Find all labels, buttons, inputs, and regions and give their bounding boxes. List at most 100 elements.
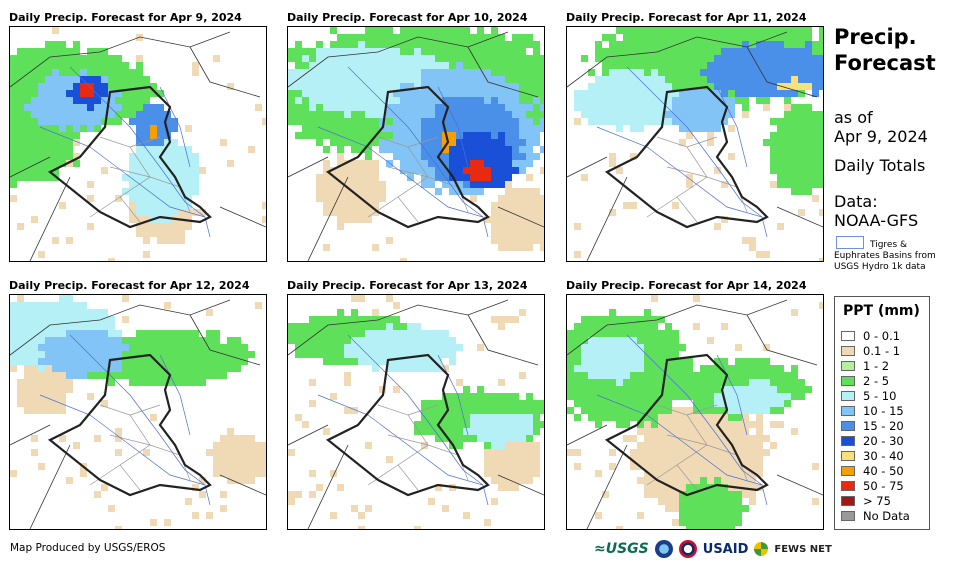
precip-cell <box>31 337 38 344</box>
precip-cell <box>574 351 581 358</box>
precip-cell <box>672 351 679 358</box>
precip-cell <box>136 351 143 358</box>
precip-cell <box>519 442 526 449</box>
precip-cell <box>421 421 428 428</box>
precip-cell <box>206 449 213 456</box>
precip-cell <box>421 118 428 125</box>
precip-cell <box>700 90 707 97</box>
precip-cell <box>595 470 602 477</box>
precip-cell <box>115 195 122 202</box>
precip-cell <box>435 48 442 55</box>
precip-cell <box>24 323 31 330</box>
precip-cell <box>442 351 449 358</box>
precip-cell <box>38 167 45 174</box>
precip-cell <box>372 62 379 69</box>
precip-cell <box>442 104 449 111</box>
precip-cell <box>777 69 784 76</box>
precip-cell <box>337 309 344 316</box>
precip-cell <box>735 34 742 41</box>
precip-cell <box>798 188 805 195</box>
precip-cell <box>505 69 512 76</box>
precip-cell <box>693 379 700 386</box>
precip-cell <box>456 76 463 83</box>
precip-cell <box>38 386 45 393</box>
precip-cell <box>679 414 686 421</box>
precip-cell <box>323 160 330 167</box>
precip-cell <box>679 34 686 41</box>
precip-cell <box>52 97 59 104</box>
precip-cell <box>73 372 80 379</box>
precip-cell <box>498 104 505 111</box>
precip-cell <box>602 104 609 111</box>
precip-cell <box>798 139 805 146</box>
precip-cell <box>742 491 749 498</box>
precip-cell <box>714 463 721 470</box>
precip-cell <box>255 463 262 470</box>
precip-cell <box>784 181 791 188</box>
precip-map-apr-14 <box>567 295 823 529</box>
precip-cell <box>623 48 630 55</box>
precip-cell <box>686 463 693 470</box>
precip-cell <box>157 188 164 195</box>
precip-cell <box>442 435 449 442</box>
precip-cell <box>686 519 693 526</box>
precip-cell <box>129 216 136 223</box>
precip-cell <box>630 337 637 344</box>
precip-cell <box>449 351 456 358</box>
usgs-logo: ≈USGS <box>594 541 649 557</box>
precip-cell <box>10 302 17 309</box>
precip-cell <box>24 139 31 146</box>
precip-cell <box>742 104 749 111</box>
precip-cell <box>812 62 819 69</box>
precip-cell <box>672 202 679 209</box>
precip-cell <box>59 83 66 90</box>
precip-cell <box>344 216 351 223</box>
precip-cell <box>449 34 456 41</box>
precip-cell <box>463 428 470 435</box>
precip-cell <box>812 463 819 470</box>
precip-cell <box>505 97 512 104</box>
precip-cell <box>38 407 45 414</box>
precip-cell <box>728 470 735 477</box>
precip-cell <box>491 139 498 146</box>
precip-cell <box>38 358 45 365</box>
precip-cell <box>658 407 665 414</box>
precip-cell <box>414 167 421 174</box>
precip-cell <box>595 118 602 125</box>
precip-cell <box>442 505 449 512</box>
precip-cell <box>714 104 721 111</box>
precip-cell <box>24 365 31 372</box>
precip-cell <box>407 90 414 97</box>
precip-cell <box>721 519 728 526</box>
precip-cell <box>45 330 52 337</box>
precip-cell <box>129 83 136 90</box>
precip-cell <box>505 316 512 323</box>
precip-cell <box>108 344 115 351</box>
precip-cell <box>616 125 623 132</box>
precip-cell <box>206 351 213 358</box>
precip-cell <box>351 97 358 104</box>
precip-cell <box>73 111 80 118</box>
precip-cell <box>714 118 721 125</box>
precip-cell <box>101 55 108 62</box>
precip-cell <box>178 330 185 337</box>
precip-cell <box>679 442 686 449</box>
precip-cell <box>414 111 421 118</box>
precip-cell <box>644 400 651 407</box>
precip-cell <box>365 125 372 132</box>
precip-cell <box>428 181 435 188</box>
precip-cell <box>519 69 526 76</box>
precip-cell <box>630 330 637 337</box>
precip-cell <box>686 55 693 62</box>
precip-cell <box>484 449 491 456</box>
precip-cell <box>658 55 665 62</box>
precip-cell <box>595 344 602 351</box>
precip-cell <box>735 428 742 435</box>
precip-cell <box>66 372 73 379</box>
precip-cell <box>512 470 519 477</box>
precip-cell <box>756 470 763 477</box>
precip-cell <box>192 62 199 69</box>
precip-cell <box>798 167 805 174</box>
precip-cell <box>442 330 449 337</box>
precip-cell <box>581 97 588 104</box>
